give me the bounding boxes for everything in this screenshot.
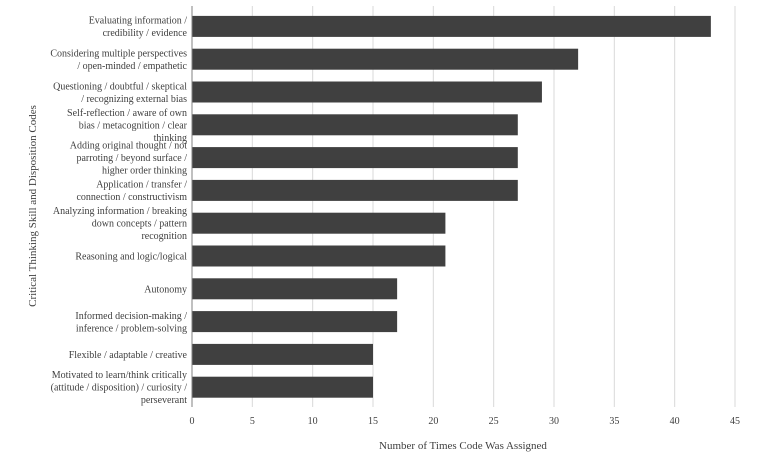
x-tick-label: 35 bbox=[609, 416, 619, 427]
bar bbox=[192, 179, 518, 201]
bar bbox=[192, 81, 542, 103]
x-tick-label: 15 bbox=[368, 416, 378, 427]
category-label: Considering multiple perspectives / open-… bbox=[50, 48, 187, 71]
category-label: Informed decision-making / inference / pr… bbox=[75, 311, 187, 335]
category-label: Evaluating information / credibility / ev… bbox=[89, 16, 188, 40]
category-label: Adding original thought / not parroting /… bbox=[70, 141, 187, 177]
x-tick-label: 5 bbox=[250, 416, 255, 427]
category-label: Motivated to learn/think critically (atti… bbox=[51, 370, 188, 406]
bar bbox=[192, 15, 711, 37]
x-tick-label: 10 bbox=[308, 416, 318, 427]
bar bbox=[192, 343, 373, 365]
category-label: Self-reflection / aware of own bias / met… bbox=[67, 108, 188, 144]
category-label: Reasoning and logic/logical bbox=[75, 252, 187, 263]
bar bbox=[192, 147, 518, 169]
gridlines bbox=[251, 6, 736, 407]
bar bbox=[192, 311, 398, 333]
bars bbox=[192, 15, 711, 398]
x-tick-label: 20 bbox=[428, 416, 438, 427]
bar bbox=[192, 114, 518, 136]
x-axis-title: Number of Times Code Was Assigned bbox=[379, 440, 547, 452]
bar bbox=[192, 245, 446, 267]
x-tick-labels: 0 5 10 15 20 25 30 35 40 45 bbox=[190, 416, 741, 427]
bar bbox=[192, 212, 446, 234]
bar bbox=[192, 48, 579, 70]
category-label: Autonomy bbox=[144, 284, 187, 295]
category-label: Application / transfer / connection / con… bbox=[76, 180, 187, 204]
bar bbox=[192, 376, 373, 398]
category-label: Analyzing information / breaking down con… bbox=[53, 206, 187, 242]
x-tick-label: 45 bbox=[730, 416, 740, 427]
category-labels: Evaluating information / credibility / ev… bbox=[50, 16, 187, 407]
x-tick-label: 40 bbox=[670, 416, 680, 427]
x-tick-label: 25 bbox=[489, 416, 499, 427]
category-label: Questioning / doubtful / skeptical / reco… bbox=[53, 81, 187, 105]
x-tick-label: 30 bbox=[549, 416, 559, 427]
bar bbox=[192, 278, 398, 300]
x-tick-label: 0 bbox=[190, 416, 195, 427]
category-label: Flexible / adaptable / creative bbox=[69, 350, 188, 361]
y-axis-title: Critical Thinking Skill and Disposition … bbox=[27, 105, 39, 307]
